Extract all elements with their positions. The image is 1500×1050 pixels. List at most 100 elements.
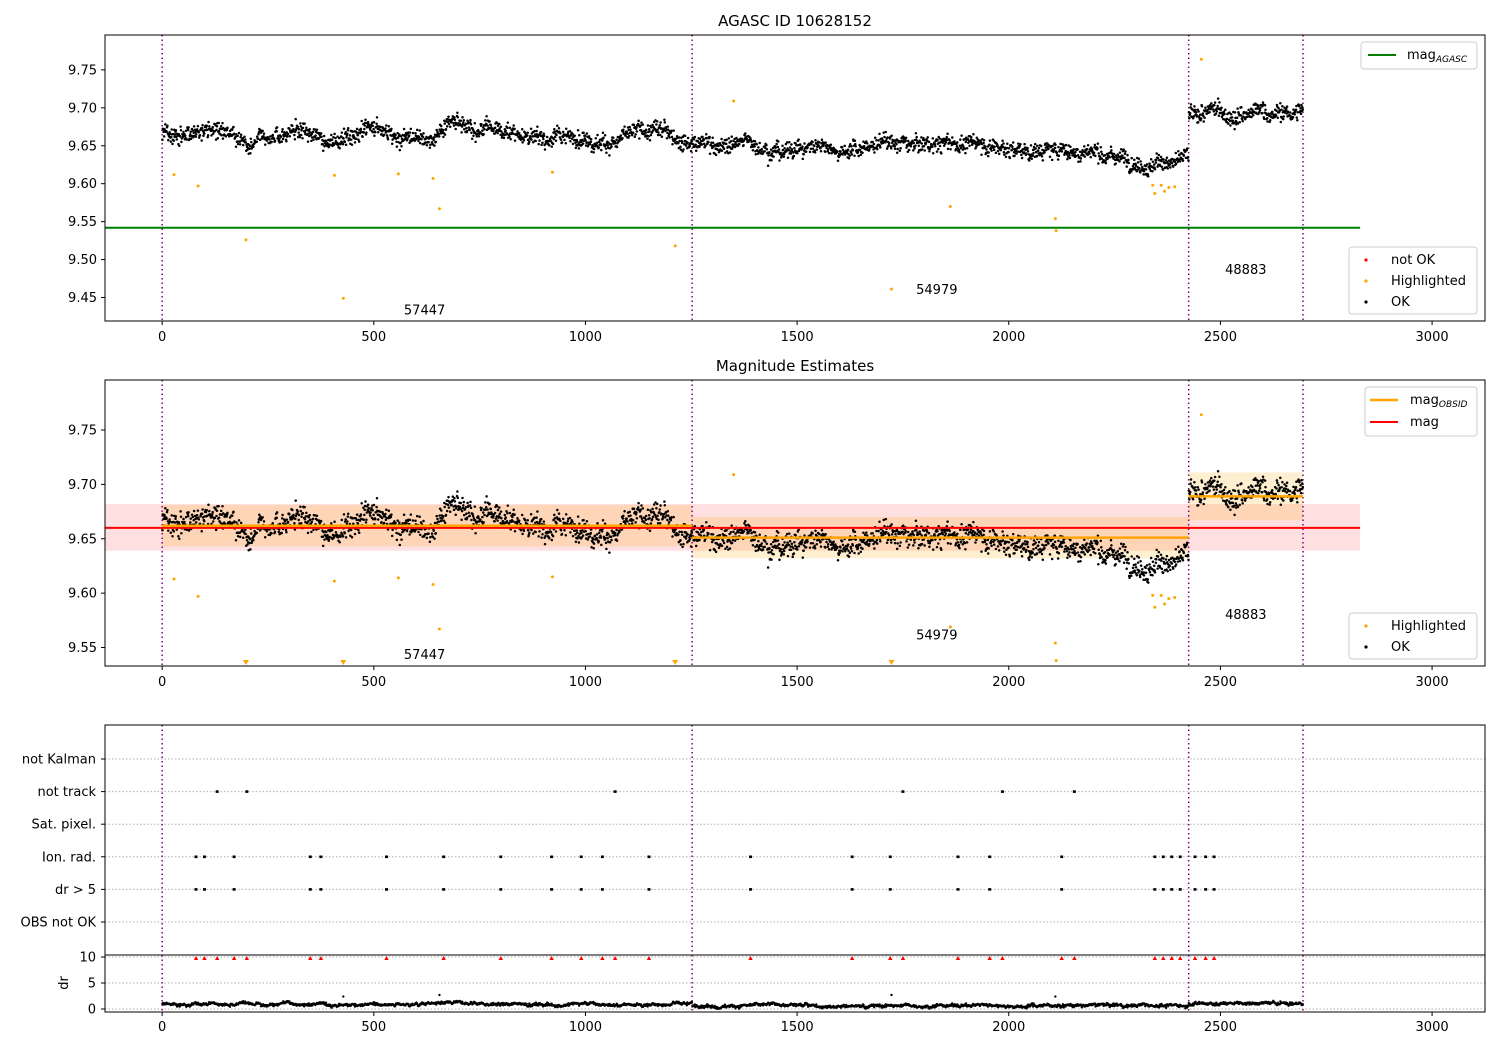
ok-point [551, 534, 555, 538]
ok-point [587, 135, 591, 138]
ok-point [666, 128, 670, 131]
ok-point [364, 521, 368, 524]
ok-point [768, 546, 771, 550]
ok-point [715, 144, 718, 148]
ok-point [649, 522, 653, 525]
ok-point [975, 145, 978, 148]
ok-point [173, 133, 177, 136]
ok-point [506, 121, 510, 124]
ok-point [1301, 108, 1305, 111]
ok-point [707, 532, 710, 535]
p1-ytick-label: 9.70 [68, 101, 97, 116]
ok-point [1068, 154, 1071, 157]
ok-point [166, 124, 169, 128]
ok-point [875, 538, 879, 542]
ok-point [590, 150, 593, 153]
ok-point [1077, 560, 1080, 563]
ok-point [713, 548, 717, 552]
ok-point [226, 511, 229, 515]
ok-point [398, 521, 401, 524]
ok-point [1076, 551, 1080, 554]
ok-point [832, 146, 835, 150]
ok-point [610, 145, 613, 148]
ok-point [872, 142, 876, 146]
ok-point [258, 138, 262, 142]
ok-point [217, 129, 221, 133]
ok-point [357, 140, 361, 143]
ok-point [362, 131, 366, 134]
ok-point [479, 508, 483, 512]
ok-point [1016, 150, 1020, 153]
highlighted-point [1159, 183, 1163, 187]
ok-point [912, 141, 915, 145]
ok-point [535, 520, 539, 524]
ok-point [1189, 103, 1193, 106]
ok-point [988, 530, 992, 533]
ok-point [603, 522, 607, 525]
ok-point [1128, 171, 1131, 175]
ok-point [728, 151, 732, 154]
ok-point [853, 551, 856, 555]
ok-point [417, 530, 420, 534]
ok-point [909, 145, 913, 148]
ok-point [479, 518, 482, 521]
ok-point [592, 537, 595, 541]
ok-point [818, 141, 821, 144]
ok-point [589, 140, 593, 144]
ok-point [1007, 146, 1011, 150]
ok-point [308, 513, 311, 517]
ok-point [964, 151, 967, 155]
ok-point [334, 531, 338, 534]
ok-point [893, 538, 896, 541]
ok-point [1086, 143, 1090, 147]
ok-point [769, 550, 772, 554]
ok-point [220, 133, 223, 137]
ok-point [1122, 148, 1125, 151]
ok-point [659, 121, 662, 124]
ok-point [730, 524, 733, 527]
ok-point [1152, 163, 1156, 166]
ok-point [1208, 110, 1211, 114]
ok-point [885, 541, 889, 545]
ok-point [230, 514, 234, 517]
ok-point [306, 531, 310, 535]
ok-point [219, 509, 223, 513]
ok-point [395, 140, 398, 143]
ok-point [447, 122, 451, 126]
ok-point [854, 538, 857, 541]
ok-point [365, 511, 369, 514]
ok-point [803, 142, 806, 145]
ok-point [1261, 101, 1265, 104]
ok-point [749, 138, 753, 142]
ok-point [352, 135, 356, 138]
ok-point [1236, 107, 1239, 110]
ok-point [650, 517, 654, 521]
ok-point [297, 131, 300, 134]
ok-point [433, 521, 437, 525]
obsid-label: 48883 [1225, 263, 1266, 278]
ok-point [381, 512, 385, 515]
ok-point [187, 511, 190, 514]
ok-point [343, 531, 347, 535]
ok-point [301, 137, 304, 140]
ok-point [788, 146, 792, 149]
ok-point [858, 543, 862, 546]
ok-point [850, 144, 853, 148]
ok-point [428, 540, 432, 543]
ok-point [528, 140, 531, 143]
ok-point [890, 147, 893, 150]
ok-point [825, 146, 828, 150]
ok-point [235, 521, 238, 524]
ok-point [656, 133, 660, 137]
ok-point [992, 148, 996, 152]
ok-point [552, 137, 556, 141]
ok-point [1037, 540, 1041, 544]
ok-point [1257, 104, 1260, 107]
ok-point [368, 514, 372, 517]
ok-point [1262, 117, 1266, 121]
p1-xtick-label: 500 [361, 330, 386, 345]
ok-point [324, 139, 328, 143]
ok-point [431, 535, 435, 539]
ok-point [1032, 547, 1035, 551]
ok-point [663, 500, 666, 503]
